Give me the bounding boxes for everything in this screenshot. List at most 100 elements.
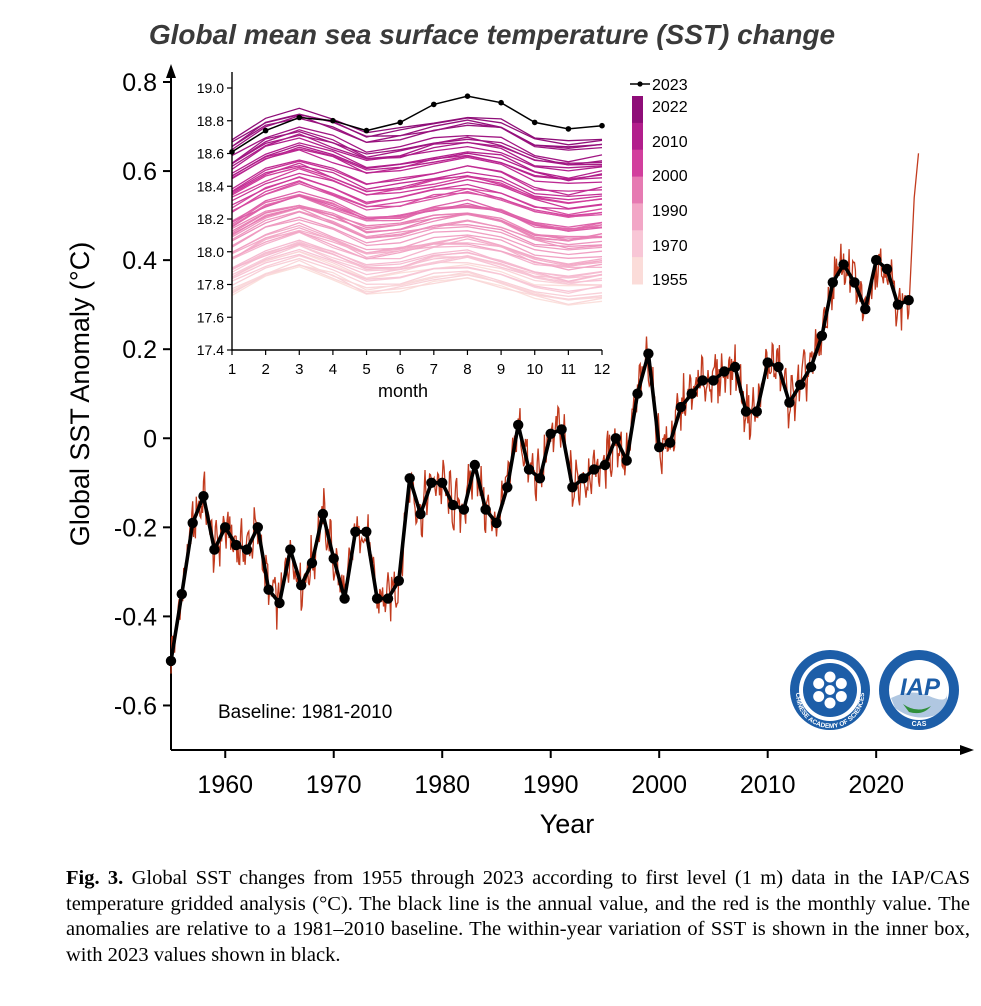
inset-2023-point: [531, 119, 538, 126]
inset-y-tick-label: 17.4: [197, 342, 224, 358]
inset-year-line: [231, 148, 603, 180]
y-tick-label: -0.4: [114, 603, 157, 631]
inset-year-line: [231, 264, 603, 300]
colorbar-segment: [632, 122, 643, 151]
inset-y-tick-label: 17.8: [197, 277, 224, 293]
annual-point: [274, 597, 285, 609]
inset-year-line: [231, 216, 603, 251]
cas-logo: CHINESE ACADEMY OF SCIENCES: [790, 650, 870, 730]
inset-x-axis-label: month: [378, 381, 428, 401]
annual-point: [686, 388, 697, 399]
inset-year-line: [231, 149, 603, 184]
inset-2023-point: [296, 114, 303, 121]
iap-logo-subtext: CAS: [912, 721, 927, 728]
annual-point: [371, 593, 383, 604]
annual-point: [816, 330, 828, 341]
inset-year-line: [231, 204, 603, 238]
annual-point: [773, 361, 784, 373]
annual-point: [339, 593, 350, 604]
annual-point: [469, 459, 480, 471]
annual-point: [534, 473, 546, 484]
annual-point: [296, 580, 307, 591]
inset-x-ticks: 1 2 3 4 5 6 7 8 9 10 11 12: [228, 350, 610, 378]
inset-2023-point: [397, 119, 404, 126]
annual-point: [838, 259, 849, 270]
annual-point: [415, 508, 426, 520]
inset-2023-polyline: [231, 95, 603, 153]
inset-year-line: [231, 211, 603, 248]
inset-year-line: [231, 239, 603, 277]
legend-colorbar: [632, 96, 643, 285]
annual-point: [502, 482, 513, 493]
y-tick-label: -0.2: [114, 514, 157, 542]
annual-point: [513, 419, 524, 431]
inset-2023-point: [464, 93, 471, 99]
annual-point: [740, 406, 752, 417]
chart-title: Global mean sea surface temperature (SST…: [149, 19, 835, 50]
annual-point: [632, 388, 643, 399]
colorbar-segment: [632, 203, 643, 231]
annual-point: [719, 366, 730, 377]
annual-point: [480, 504, 491, 515]
inset-year-line: [231, 172, 603, 210]
inset-year-line: [231, 219, 603, 256]
x-axis-label: Year: [540, 809, 595, 839]
legend-2023-label: 2023: [652, 77, 688, 94]
inset-year-line: [231, 253, 603, 292]
inset-year-line: [231, 166, 603, 204]
y-tick-label: 0.2: [122, 336, 157, 364]
inset-year-line: [231, 257, 603, 298]
inset-2023-point: [330, 117, 336, 124]
x-tick-label: 2000: [631, 771, 687, 799]
legend-2023-marker: [637, 81, 643, 87]
colorbar-segment: [632, 96, 643, 124]
inset-year-line: [231, 137, 603, 172]
inset-y-tick-label: 17.6: [197, 309, 224, 325]
inset-year-line: [231, 227, 603, 266]
annual-point: [393, 575, 404, 586]
iap-logo: IAP CAS: [879, 650, 959, 730]
x-tick-label: 1990: [523, 771, 579, 799]
annual-point: [263, 584, 274, 595]
annual-point: [881, 263, 893, 275]
x-tick-label: 2020: [848, 771, 904, 799]
annual-point: [285, 544, 296, 555]
inset-year-line: [231, 194, 603, 232]
baseline-annotation: Baseline: 1981-2010: [218, 702, 392, 723]
inset-2023-point: [498, 99, 504, 106]
annual-point: [708, 375, 719, 386]
annual-point: [241, 544, 253, 555]
inset-year-lines: [231, 107, 603, 306]
sst-figure: Global mean sea surface temperature (SST…: [65, 19, 974, 839]
y-tick-label: 0.8: [122, 69, 157, 97]
inset-year-line: [231, 142, 603, 179]
inset-year-line: [231, 126, 603, 163]
inset-year-line: [231, 114, 603, 146]
inset-year-line: [231, 115, 603, 151]
inset-year-line: [231, 133, 603, 169]
annual-point: [849, 277, 860, 288]
annual-point: [198, 491, 209, 502]
colorbar-segment: [632, 230, 643, 258]
inset-y-tick-label: 18.8: [197, 113, 224, 129]
annual-point: [784, 397, 795, 408]
annual-point: [556, 424, 567, 435]
inset-year-line: [231, 176, 603, 210]
inset-year-line: [231, 165, 603, 198]
inset-x-tick-label: 7: [430, 361, 438, 378]
annual-point: [437, 477, 448, 488]
legend-label-1955: 1955: [652, 272, 688, 289]
annual-point: [871, 254, 882, 266]
inset-year-line: [231, 241, 603, 279]
annual-point: [795, 379, 806, 390]
annual-point: [860, 303, 871, 315]
iap-logo-text: IAP: [900, 674, 941, 701]
annual-point: [664, 437, 676, 448]
inset-2023-point: [599, 122, 605, 129]
annual-point: [230, 539, 242, 551]
inset-year-line: [231, 159, 603, 196]
annual-point: [404, 473, 415, 484]
inset-year-line: [231, 243, 603, 282]
caption-label: Fig. 3.: [66, 867, 124, 889]
